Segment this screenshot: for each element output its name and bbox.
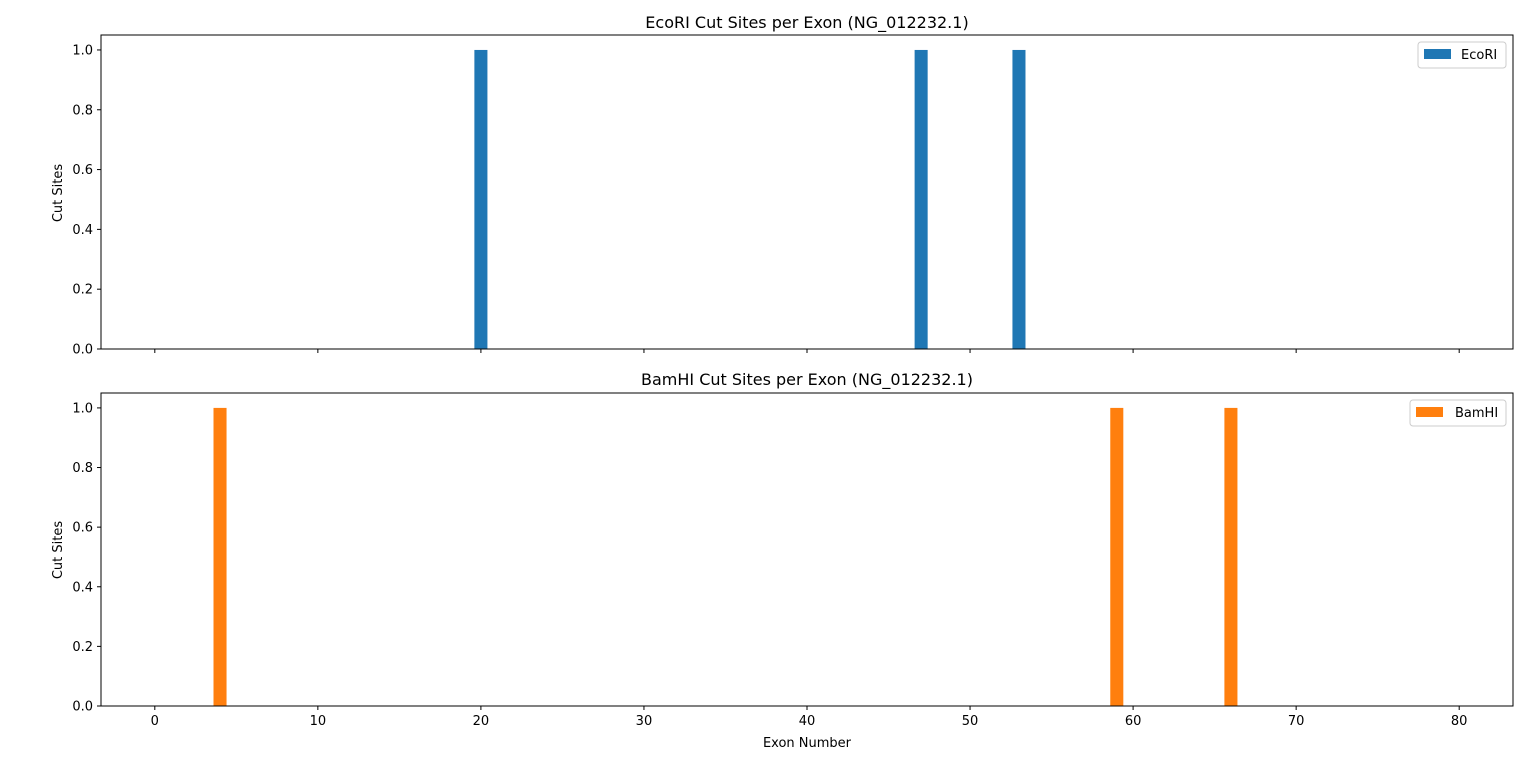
bamhi-y-tick-label: 0.4 (72, 580, 93, 595)
ecori-bar (474, 49, 488, 349)
bamhi-legend-label: BamHI (1455, 406, 1498, 421)
bamhi-y-tick-label: 0.6 (72, 521, 93, 536)
ecori-bars (474, 49, 1026, 349)
ecori-legend-swatch (1424, 49, 1451, 59)
bamhi-x-tick-label: 80 (1451, 714, 1468, 729)
bamhi-bar (1110, 407, 1124, 706)
bamhi-y-tick-label: 0.0 (72, 700, 93, 715)
bamhi-y-ticks: 0.0 0.2 0.4 0.6 0.8 1.0 (72, 401, 101, 715)
bamhi-x-tick-label: 40 (799, 714, 816, 729)
bamhi-y-axis-label: Cut Sites (51, 521, 66, 580)
bamhi-x-tick-label: 50 (962, 714, 979, 729)
ecori-y-tick-label: 0.6 (72, 163, 93, 178)
bamhi-y-tick-label: 0.2 (72, 640, 93, 655)
bamhi-legend: BamHI (1409, 399, 1507, 427)
ecori-legend-label: EcoRI (1461, 48, 1497, 63)
bamhi-y-tick-label: 0.8 (72, 461, 93, 476)
ecori-x-ticks (154, 349, 1460, 353)
bamhi-bars (213, 407, 1238, 706)
ecori-y-tick-label: 0.4 (72, 223, 93, 238)
bamhi-legend-swatch (1416, 407, 1443, 417)
bamhi-x-ticks: 0 10 20 30 40 50 60 70 80 (151, 706, 1468, 729)
bamhi-x-tick-label: 30 (636, 714, 653, 729)
bamhi-x-tick-label: 60 (1125, 714, 1142, 729)
ecori-legend: EcoRI (1417, 41, 1507, 69)
bamhi-chart-title: BamHI Cut Sites per Exon (NG_012232.1) (641, 370, 973, 390)
ecori-y-axis-label: Cut Sites (51, 164, 66, 223)
ecori-y-tick-label: 0.0 (72, 343, 93, 358)
bamhi-bar (1224, 407, 1238, 706)
ecori-panel: EcoRI Cut Sites per Exon (NG_012232.1) C… (51, 13, 1514, 358)
bamhi-legend-box (1409, 399, 1507, 427)
bamhi-x-tick-label: 10 (310, 714, 327, 729)
ecori-bar (1012, 49, 1026, 349)
bamhi-plot-frame (100, 392, 1514, 707)
ecori-chart-title: EcoRI Cut Sites per Exon (NG_012232.1) (645, 13, 968, 33)
ecori-plot-frame (100, 34, 1514, 350)
bamhi-y-tick-label: 1.0 (72, 401, 93, 416)
bamhi-x-axis-label: Exon Number (763, 736, 852, 751)
bamhi-x-tick-label: 70 (1288, 714, 1305, 729)
bamhi-x-tick-label: 20 (473, 714, 490, 729)
ecori-legend-box (1417, 41, 1507, 69)
ecori-y-tick-label: 1.0 (72, 43, 93, 58)
bamhi-panel: BamHI Cut Sites per Exon (NG_012232.1) C… (51, 370, 1514, 751)
bamhi-bar (213, 407, 227, 706)
ecori-y-ticks: 0.0 0.2 0.4 0.6 0.8 1.0 (72, 43, 101, 358)
ecori-y-tick-label: 0.2 (72, 283, 93, 298)
bamhi-x-tick-label: 0 (151, 714, 159, 729)
ecori-y-tick-label: 0.8 (72, 103, 93, 118)
ecori-bar (914, 49, 928, 349)
